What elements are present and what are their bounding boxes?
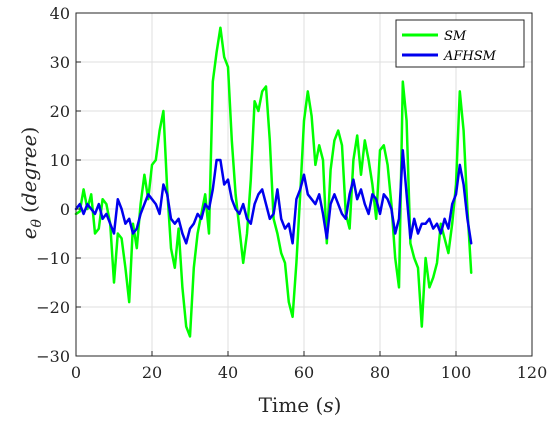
y-axis-label: eθ(degree) (17, 127, 45, 240)
y-tick-label: −10 (36, 249, 70, 268)
legend: SM AFHSM (395, 19, 525, 68)
x-tick-label: 40 (218, 363, 238, 382)
y-tick-label: −30 (36, 347, 70, 366)
ticks: 0 20 40 60 80 100 120 −30 −20 −10 0 10 20 30 40 (36, 4, 547, 382)
x-tick-label: 120 (517, 363, 548, 382)
y-tick-label: 30 (50, 53, 70, 72)
y-tick-label: 40 (50, 4, 70, 23)
legend-box (395, 19, 525, 68)
x-tick-label: 100 (441, 363, 472, 382)
series-line-afhsm (74, 148, 473, 245)
y-tick-label: 20 (50, 102, 70, 121)
y-tick-label: 0 (60, 200, 70, 219)
series-line-sm (74, 26, 473, 338)
x-tick-label: 0 (71, 363, 81, 382)
legend-label-afhsm: AFHSM (443, 49, 497, 64)
y-tick-label: 10 (50, 151, 70, 170)
x-tick-label: 20 (142, 363, 162, 382)
plot-area (74, 26, 473, 338)
y-tick-label: −20 (36, 298, 70, 317)
legend-label-sm: SM (444, 29, 467, 44)
x-tick-label: 80 (370, 363, 390, 382)
x-axis-label: Time (s) (259, 393, 342, 417)
x-tick-label: 60 (294, 363, 314, 382)
